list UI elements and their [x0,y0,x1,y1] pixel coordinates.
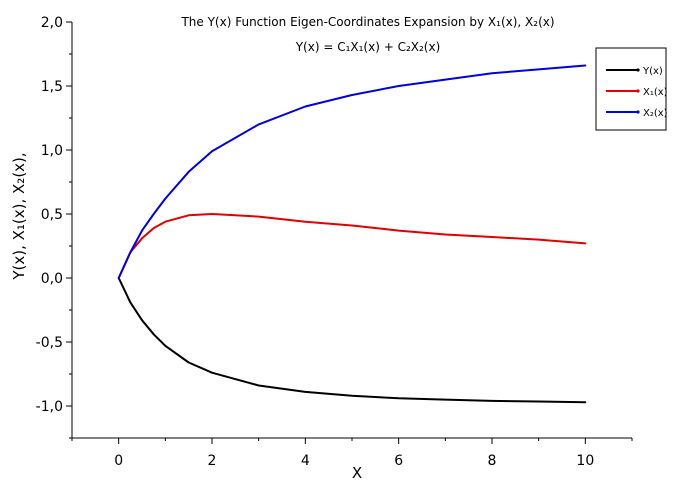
x-tick-label: 10 [576,453,594,469]
legend-marker-3 [636,110,640,114]
chart-subtitle: Y(x) = C₁X₁(x) + C₂X₂(x) [295,40,441,54]
series-layer [117,64,587,404]
x-tick-label: 4 [301,453,310,469]
x-tick-label: 0 [114,453,123,469]
y-tick-label: 2,0 [41,15,63,31]
chart-title: The Y(x) Function Eigen-Coordinates Expa… [180,15,554,29]
y-tick-label: -0,5 [36,335,63,351]
legend-label-3: X₂(x) [643,108,668,119]
y-tick-label: 1,0 [41,143,63,159]
x-tick-label: 2 [208,453,217,469]
x-tick-label: 6 [394,453,403,469]
y-tick-label: -1,0 [36,399,63,415]
x-axis: 0 2 4 6 8 10 [71,437,633,469]
y-axis-label: Y(x), X₁(x), X₂(x), [10,152,28,280]
y-axis: -1,0 -0,5 0,0 0,5 1,0 1,5 2,0 [36,15,73,439]
series-line-1 [117,277,587,404]
y-tick-label: 1,5 [41,79,63,95]
x-axis-label: X [352,464,362,482]
legend-label-1: Y(x) [642,66,663,77]
legend-marker-2 [636,89,640,93]
legend-marker-1 [636,68,640,72]
x-tick-label: 8 [488,453,497,469]
legend-box [595,47,667,131]
series-line-3 [117,64,587,279]
y-tick-label: 0,0 [41,271,63,287]
series-line-2 [117,213,587,279]
legend: Y(x) X₁(x) X₂(x) [595,47,668,131]
y-tick-label: 0,5 [41,207,63,223]
legend-label-2: X₁(x) [643,87,668,98]
